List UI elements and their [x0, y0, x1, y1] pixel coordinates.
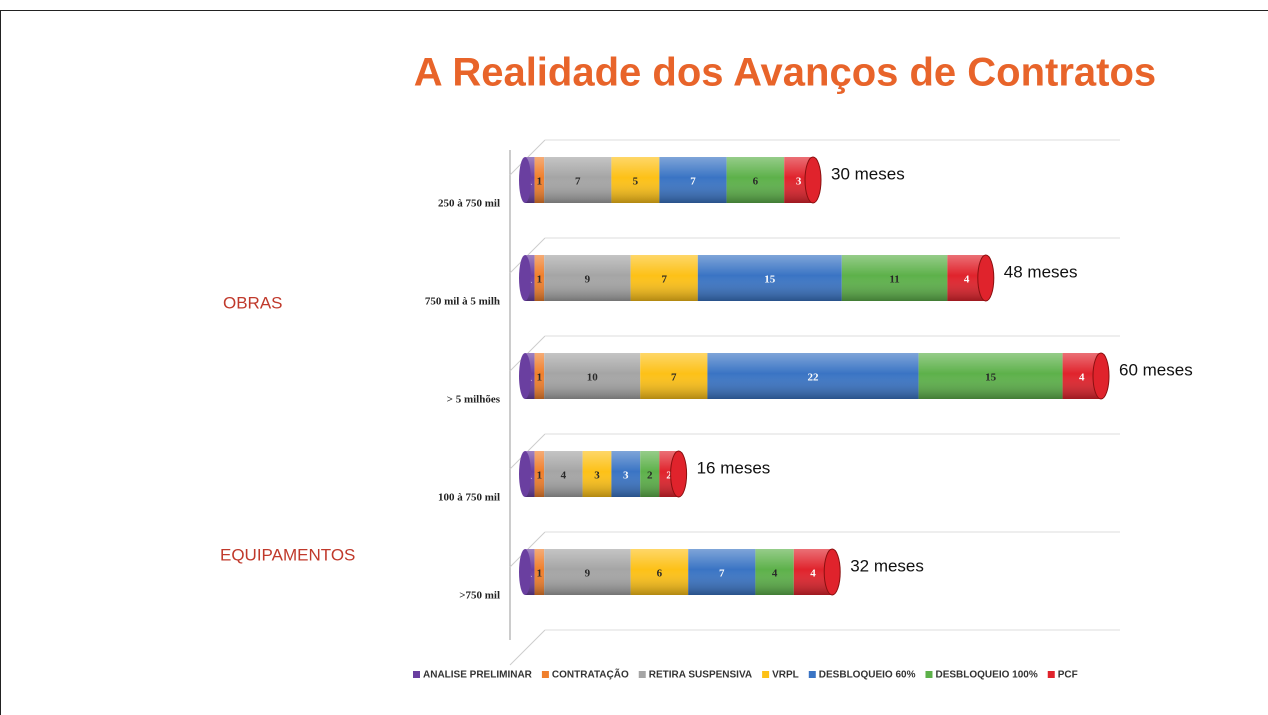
annotation: 16 meses: [697, 458, 771, 477]
bar-cap: [519, 353, 531, 399]
y-tick-label: >750 mil: [459, 590, 500, 602]
legend-swatch: [638, 671, 646, 678]
bar-shade: [525, 353, 1101, 399]
bar-cap: [804, 156, 822, 204]
y-tick-label: 250 à 750 mil: [438, 198, 500, 210]
frame: [0, 10, 1268, 715]
legend-swatch: [413, 671, 420, 678]
bar-shade: [525, 451, 679, 497]
floor-line: [509, 629, 546, 666]
bar-cap: [519, 451, 531, 497]
bar-cap: [519, 157, 531, 203]
bar-cap: [519, 255, 531, 301]
legend-swatch: [762, 671, 770, 678]
y-tick-label: 100 à 750 mil: [438, 492, 500, 504]
y-tick-label: 750 mil à 5 milh: [425, 296, 500, 308]
group-label: OBRAS: [223, 293, 283, 312]
bar-shade: [525, 255, 986, 301]
bar-cap: [519, 549, 531, 595]
bar-shade: [525, 157, 813, 203]
chart-title: A Realidade dos Avanços de Contratos: [414, 51, 1156, 95]
legend-label: ANALISE PRELIMINAR: [423, 670, 533, 681]
legend-label: VRPL: [772, 670, 799, 681]
annotation: 32 meses: [850, 556, 924, 575]
legend-label: CONTRATAÇÃO: [552, 668, 629, 681]
bar-shade: [525, 549, 833, 595]
bar-cap: [670, 450, 688, 498]
bar-cap: [823, 548, 841, 596]
annotation: 60 meses: [1119, 360, 1193, 379]
group-label: EQUIPAMENTOS: [220, 545, 355, 564]
annotation: 48 meses: [1004, 262, 1078, 281]
bar-cap: [1092, 352, 1110, 400]
legend-swatch: [541, 671, 549, 678]
legend-swatch: [808, 671, 816, 678]
legend-swatch: [1047, 671, 1055, 678]
bar-cap: [977, 254, 995, 302]
legend-label: DESBLOQUEIO 100%: [935, 670, 1037, 681]
legend-label: DESBLOQUEIO 60%: [819, 670, 916, 681]
y-tick-label: > 5 milhões: [447, 394, 501, 406]
legend-swatch: [925, 671, 933, 678]
legend-label: RETIRA SUSPENSIVA: [649, 670, 752, 681]
annotation: 30 meses: [831, 164, 905, 183]
legend-label: PCF: [1058, 670, 1078, 681]
